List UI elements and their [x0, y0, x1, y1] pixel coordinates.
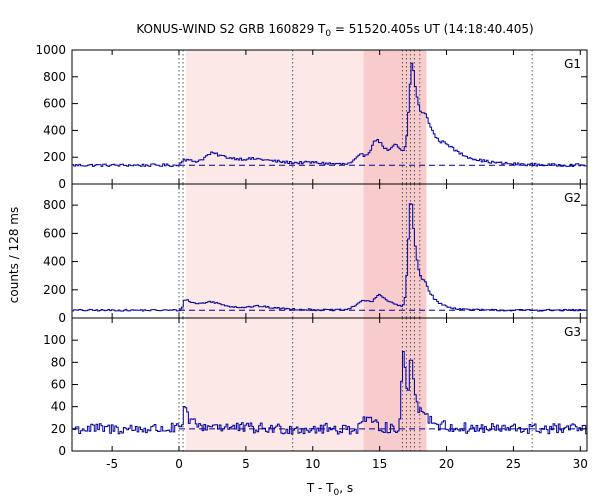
panel-label-g3: G3	[564, 325, 581, 339]
panel-g2: 0 200 400 600 800 G2	[43, 183, 588, 325]
x-tick-label: 30	[573, 457, 588, 471]
y-tick-label: 600	[43, 97, 66, 111]
title-main: KONUS-WIND S2 GRB 160829 T	[136, 22, 326, 36]
y-tick-label: 40	[51, 400, 66, 414]
x-label-main: T - T	[306, 481, 334, 495]
y-tick-label: 200	[43, 283, 66, 297]
x-tick-label: -5	[106, 457, 118, 471]
y-tick-label: 0	[58, 311, 66, 325]
y-tick-label: 80	[51, 355, 66, 369]
panel-label-g2: G2	[564, 191, 581, 205]
shaded-region-1	[363, 184, 427, 318]
title-subscript: 0	[325, 29, 331, 39]
panel-g1: 0 200 400 600 800 1000 G1	[35, 43, 588, 191]
x-tick-label: 5	[242, 457, 250, 471]
panel-label-g1: G1	[564, 57, 581, 71]
y-tick-label: 600	[43, 226, 66, 240]
panels: 02004006008001000G10200400600800G2020406…	[35, 43, 587, 471]
y-tick-label: 0	[58, 444, 66, 458]
y-tick-label: 0	[58, 177, 66, 191]
x-axis-label: T - T0, s	[306, 481, 353, 498]
light-curve-g2	[72, 203, 587, 312]
x-tick-label: 10	[305, 457, 320, 471]
y-tick-label: 800	[43, 70, 66, 84]
title-rest: = 51520.405s UT (14:18:40.405)	[331, 22, 534, 36]
y-tick-label: 800	[43, 198, 66, 212]
y-tick-label: 200	[43, 150, 66, 164]
y-tick-label: 1000	[35, 43, 66, 57]
y-axis-label: counts / 128 ms	[7, 207, 21, 303]
y-tick-label: 400	[43, 255, 66, 269]
x-tick-label: 20	[439, 457, 454, 471]
shaded-region-1	[363, 50, 427, 184]
light-curve-g3	[72, 351, 587, 435]
x-label-subscript: 0	[334, 488, 340, 498]
x-tick-label: 25	[506, 457, 521, 471]
light-curve-g1	[72, 62, 587, 167]
x-tick-label: 0	[175, 457, 183, 471]
panel-g3: 0 20 40 60 80 100 G3	[43, 317, 588, 458]
y-tick-label: 60	[51, 378, 66, 392]
y-tick-label: 100	[43, 333, 66, 347]
chart-title: KONUS-WIND S2 GRB 160829 T0 = 51520.405s…	[136, 22, 533, 39]
x-label-rest: , s	[339, 481, 353, 495]
x-tick-label: 15	[372, 457, 387, 471]
y-tick-label: 20	[51, 422, 66, 436]
y-tick-label: 400	[43, 123, 66, 137]
